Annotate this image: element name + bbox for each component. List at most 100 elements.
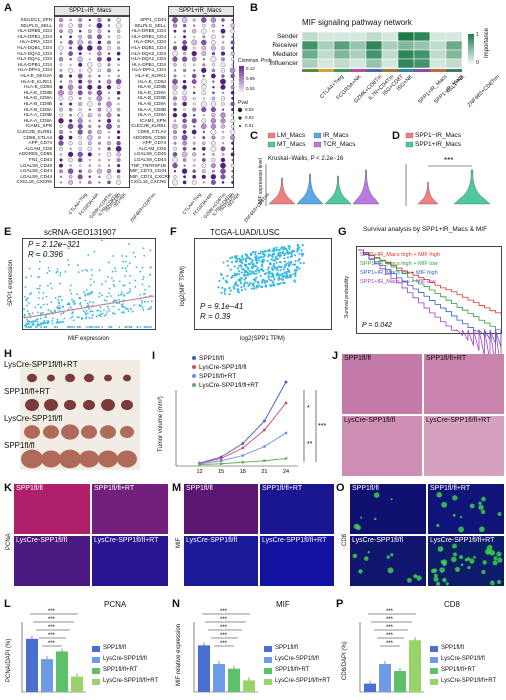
dot [221, 57, 225, 62]
dot [231, 180, 235, 184]
dot [173, 141, 177, 145]
row-label: HLA-E_NKG2A [20, 73, 52, 78]
scatter-point [219, 273, 223, 276]
scatter-point [84, 268, 87, 271]
scatter-point [245, 274, 248, 277]
scatter-point [106, 295, 109, 298]
scatter-point [244, 288, 247, 291]
dot [201, 163, 207, 168]
dot [59, 35, 63, 38]
dot [97, 40, 102, 45]
dot [117, 119, 121, 123]
tumor [120, 426, 134, 438]
scatter-point [273, 278, 276, 281]
scatter-point [107, 261, 110, 264]
scatter-title-e: scRNA-GEO131907 [44, 228, 117, 237]
dot [78, 18, 83, 22]
scatter-point [129, 290, 132, 293]
km-legend-label: SPP1+IR_Macs low + MIF low [360, 279, 436, 285]
dot [192, 158, 196, 162]
scatter-point [88, 326, 91, 328]
scatter-point [120, 311, 123, 314]
scatter-point [244, 276, 248, 280]
cd8-positive-cell [464, 558, 468, 562]
dot [192, 102, 196, 106]
panel-c: C LM_Macs IR_Macs MT_Macs TCR_Macs Kruskal−… [246, 128, 386, 208]
dot [201, 17, 207, 23]
dot [221, 130, 225, 134]
scatter-point [266, 279, 269, 283]
dot [173, 107, 177, 112]
dot [68, 40, 73, 45]
heatmap-cell [301, 49, 319, 60]
cd8-positive-cell [481, 569, 486, 575]
scatter-point [108, 292, 110, 295]
scatter-point [255, 268, 259, 272]
dot [220, 168, 226, 174]
dot [96, 168, 102, 174]
legend-label: LysCre-SPP1fl/fl+RT [441, 678, 497, 684]
scatter-point [27, 320, 30, 323]
scatter-point [50, 311, 53, 314]
regression-line [23, 295, 155, 319]
row-label: ICAM1_SPN [139, 117, 166, 123]
scatter-point [263, 281, 266, 284]
cd8-positive-cell [454, 566, 460, 572]
cd8-positive-cell [482, 560, 487, 565]
scatter-point [136, 326, 139, 328]
dot [220, 157, 226, 163]
cd8-positive-cell [493, 556, 498, 561]
dot [231, 80, 235, 84]
scatter-point [278, 265, 281, 269]
scatter-point [60, 299, 63, 302]
sig-marker: *** [220, 617, 228, 623]
dot [230, 129, 236, 135]
dot [88, 52, 91, 55]
legend-label: SPP1fl/fl+RT [275, 667, 310, 673]
sig-marker: *** [386, 609, 394, 615]
scatter-point [46, 284, 49, 287]
dot [221, 46, 225, 50]
scatter-point [49, 310, 52, 312]
sig-marker: *** [386, 617, 394, 623]
row-label: HLA-DQB1_CD4 [17, 45, 52, 50]
dot [59, 124, 63, 128]
row-label: SELPLG_SELL [20, 22, 52, 28]
sig-marker: *** [220, 609, 228, 615]
dot [116, 85, 121, 90]
dot [191, 73, 197, 79]
dot [202, 130, 205, 134]
dot [210, 107, 216, 113]
tumor [24, 425, 40, 439]
scatter-point [125, 292, 128, 295]
scatter-point [250, 260, 253, 264]
dot [231, 141, 235, 145]
cd8-positive-cell [460, 563, 464, 567]
scatter-point [83, 291, 85, 294]
bar-chart-p: *** *** *** *** *** [359, 609, 438, 693]
scatter-point [36, 287, 39, 290]
panel-label-o: O [336, 482, 345, 494]
dot [220, 84, 226, 90]
scatter-point [147, 300, 149, 303]
scatter-point [35, 319, 38, 321]
scatter-point [252, 285, 255, 288]
dot [117, 40, 121, 44]
scatter-point [108, 309, 111, 312]
scatter-point [133, 304, 135, 307]
dot [77, 118, 83, 124]
legend-swatch [264, 657, 272, 663]
scatter-point [279, 273, 282, 276]
scatter-frame-e [22, 238, 156, 330]
heatmap-cells [301, 31, 463, 72]
row-label: HLA-E_CD8B [23, 89, 52, 95]
heatmap-cell [333, 31, 351, 42]
scatter-point [218, 279, 221, 283]
scatter-point [58, 304, 60, 307]
dot [107, 74, 111, 78]
scatter-point [47, 319, 49, 322]
dot [116, 130, 121, 134]
dot [68, 180, 73, 185]
km-curve [358, 249, 502, 371]
dot [220, 124, 226, 129]
